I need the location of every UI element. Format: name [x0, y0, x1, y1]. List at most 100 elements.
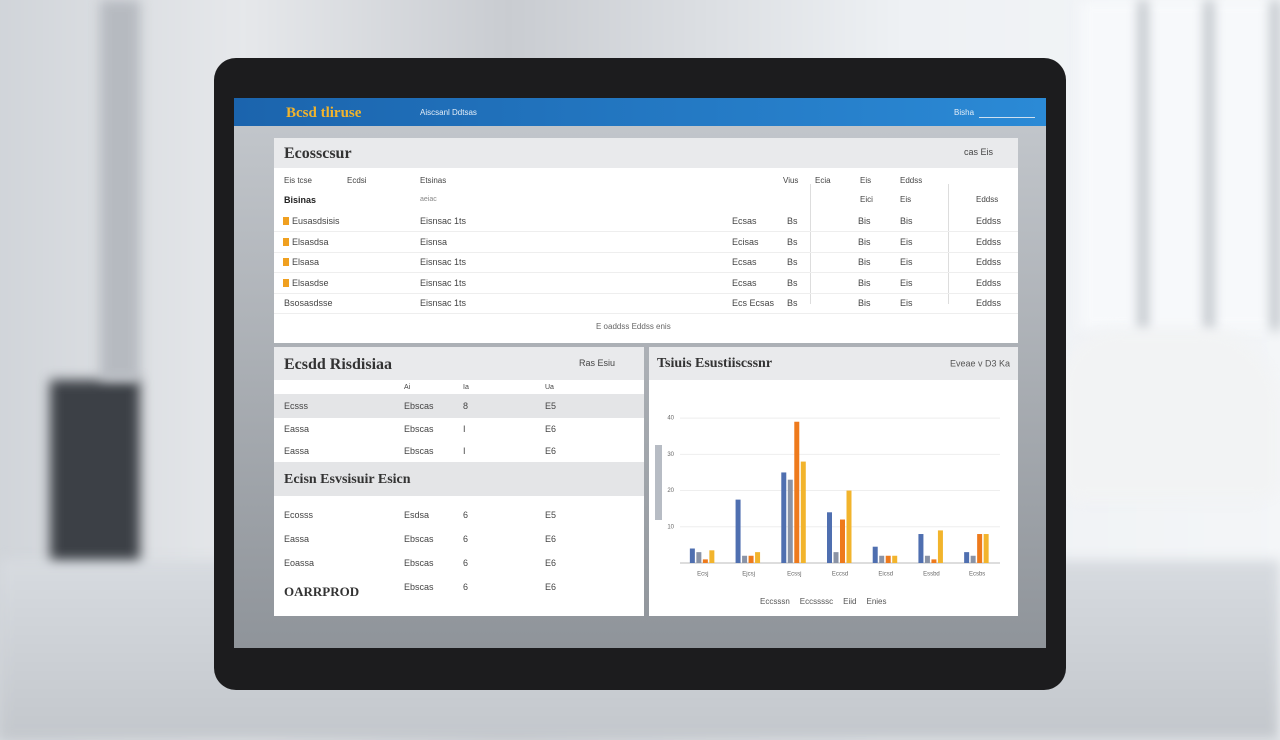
table-cell: Eis	[900, 257, 913, 267]
chart: Tsiuis Esustiiscssnr Eveae v D3 Ka 10 20 3…	[655, 356, 1010, 606]
row-divider	[274, 231, 1018, 232]
table-cell: Eisnsac 1ts	[420, 257, 467, 267]
car	[1060, 330, 1280, 500]
row-divider	[274, 251, 1018, 253]
table-cell: Ecisas	[732, 236, 759, 247]
table-cell: Bs	[787, 277, 798, 288]
x-tick-label: Eccsd	[832, 572, 848, 578]
table-cell: Elsasdsa	[292, 236, 329, 247]
table-cell: Bs	[787, 298, 798, 308]
y-tick-label: 10	[667, 524, 674, 530]
table-cell: E5	[545, 401, 557, 411]
axis-band	[655, 445, 662, 520]
panel-header	[274, 138, 1018, 168]
table-cell: Ecsas	[732, 257, 757, 267]
table-cell: E6	[545, 423, 557, 434]
table-cell: Bs	[787, 216, 798, 226]
column-header: Ai	[404, 384, 411, 391]
bar	[931, 559, 937, 563]
table-cell: E6	[545, 558, 557, 568]
nav-link[interactable]: Aiscsanl Ddtsas	[420, 108, 477, 117]
column-header: Eis	[860, 176, 872, 185]
column-header: Ua	[545, 384, 554, 391]
bar	[702, 559, 708, 563]
bar	[846, 490, 852, 563]
table-cell: E5	[545, 510, 557, 520]
bar	[879, 555, 885, 563]
column-header: Ecdsi	[347, 176, 367, 185]
column-header: Ecia	[815, 176, 831, 185]
legend-entry: Eccsssn	[760, 597, 790, 606]
table-cell: Eddss	[976, 257, 1002, 267]
table-cell: Ebscas	[404, 558, 434, 568]
pillar	[50, 380, 140, 570]
table-cell: Eis	[900, 298, 913, 308]
bar	[696, 552, 702, 563]
stock-panel: Ecsdd Risdisiaa Ras Esiu Ecisn Esvsisuir…	[274, 347, 644, 616]
table-cell: 8	[463, 401, 469, 411]
table-cell: I	[463, 423, 466, 434]
group-note: aeiac	[420, 196, 437, 203]
bar	[827, 512, 832, 563]
group-label: Bisinas	[284, 195, 317, 205]
divider	[948, 184, 949, 304]
table-cell: 6	[463, 510, 469, 520]
table-cell: Bis	[900, 216, 913, 226]
legend-entry: Eccssssc	[800, 597, 833, 606]
chart-subtitle[interactable]: Eveae v D3 Ka	[950, 358, 1010, 368]
bar	[709, 550, 715, 563]
table-cell: Ebscas	[404, 582, 434, 592]
table-cell: Eisnsac 1ts	[420, 216, 467, 226]
search-box[interactable]	[979, 106, 1035, 118]
table-cell: E6	[545, 534, 557, 544]
panel-actions[interactable]: Ras Esiu	[579, 358, 616, 368]
table-cell: Ecsss	[284, 401, 309, 411]
table-cell: Ebscas	[404, 446, 434, 456]
table-cell: Eisnsac 1ts	[420, 298, 467, 308]
table-cell: E6	[545, 446, 557, 456]
bar	[833, 552, 839, 563]
chart-title: Tsiuis Esustiiscssnr	[657, 356, 772, 371]
panel-footer: E oaddss Eddss enis	[596, 322, 671, 331]
table-cell: Eusasdsisis	[292, 216, 340, 226]
bar	[872, 546, 878, 563]
table-cell: Bs	[787, 236, 798, 247]
table-cell: Eis	[900, 236, 913, 247]
row-highlight	[274, 394, 644, 418]
table-cell: Ecs Ecsas	[732, 298, 775, 308]
bar	[787, 479, 793, 563]
y-tick-label: 20	[667, 488, 674, 494]
window	[1080, 0, 1280, 330]
table-cell: Elsasdse	[292, 277, 329, 288]
column-header: Eis tcse	[284, 176, 313, 185]
table-cell: Bis	[858, 216, 871, 226]
section-title: Ecisn Esvsisuir Esicn	[284, 472, 411, 487]
user-menu[interactable]: Bisha	[954, 108, 975, 117]
panel-title: Ecsdd Risdisiaa	[284, 356, 393, 373]
section-header	[274, 462, 644, 496]
bar	[918, 534, 924, 563]
table-cell: E6	[545, 582, 557, 592]
table-cell: Ebscas	[404, 423, 434, 434]
bar	[748, 555, 754, 563]
panel-header	[649, 347, 1018, 380]
bar	[924, 555, 930, 563]
divider	[810, 184, 811, 304]
column-header: Vius	[783, 176, 799, 185]
bar	[964, 552, 970, 563]
table-cell: Bs	[787, 257, 798, 267]
table-cell: 6	[463, 558, 469, 568]
column-header: Eis	[900, 195, 912, 204]
row-icon	[283, 237, 289, 246]
table-cell: 6	[463, 582, 469, 592]
x-tick-label: Ecssj	[787, 572, 801, 578]
bar	[970, 555, 976, 563]
table-cell: Eisnsa	[420, 236, 448, 247]
table-cell: Eddss	[976, 277, 1002, 288]
panel-actions[interactable]: cas Eis	[964, 147, 994, 157]
bar	[983, 534, 989, 563]
header-bar: Bcsd tliruse Aiscsanl Ddtsas Bisha	[234, 98, 1046, 126]
logo[interactable]: Bcsd tliruse	[286, 105, 362, 121]
bar	[794, 421, 800, 563]
table-cell: Eddss	[976, 216, 1002, 226]
